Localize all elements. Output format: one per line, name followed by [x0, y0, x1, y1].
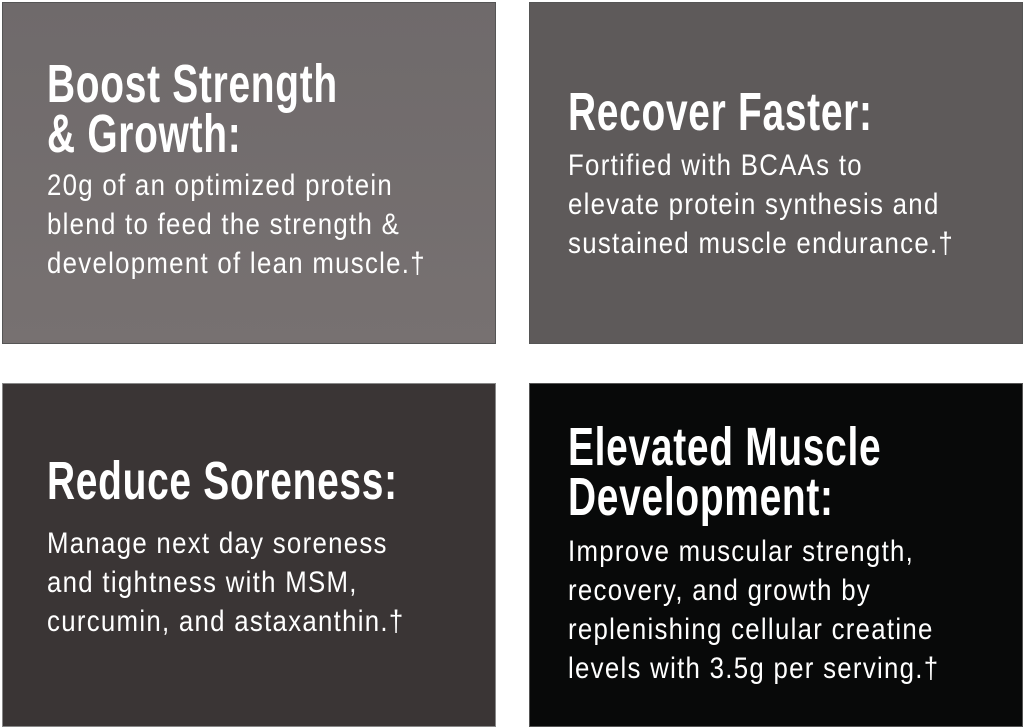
panel-reduce-soreness: Reduce Soreness: Manage next day sorenes…	[2, 383, 496, 727]
title-line: Reduce Soreness:	[47, 451, 398, 511]
panel-elevated-muscle-development: Elevated Muscle Development: Improve mus…	[529, 383, 1023, 727]
panel-title: Boost Strength & Growth:	[47, 54, 338, 164]
panel-title: Elevated Muscle Development:	[568, 417, 882, 527]
body-line: Fortified with BCAAs to	[568, 149, 863, 182]
panel-body: Improve muscular strength, recovery, and…	[568, 532, 939, 688]
panel-body: Fortified with BCAAs to elevate protein …	[568, 146, 954, 263]
body-line: development of lean muscle.†	[47, 247, 426, 280]
panel-boost-strength: Boost Strength & Growth: 20g of an optim…	[2, 2, 496, 344]
body-line: elevate protein synthesis and	[568, 188, 940, 221]
title-line: Boost Strength	[47, 54, 338, 114]
body-line: Manage next day soreness	[47, 527, 388, 560]
body-line: 20g of an optimized protein	[47, 169, 394, 202]
body-line: levels with 3.5g per serving.†	[568, 652, 940, 685]
title-line: & Growth:	[47, 104, 242, 164]
panel-body: Manage next day soreness and tightness w…	[47, 524, 405, 641]
title-line: Elevated Muscle	[568, 417, 882, 477]
body-line: blend to feed the strength &	[47, 208, 401, 241]
body-line: curcumin, and astaxanthin.†	[47, 605, 405, 638]
body-line: and tightness with MSM,	[47, 566, 358, 599]
title-line: Recover Faster:	[568, 82, 873, 142]
title-line: Development:	[568, 467, 834, 527]
body-line: recovery, and growth by	[568, 574, 872, 607]
panel-body: 20g of an optimized protein blend to fee…	[47, 166, 426, 283]
panel-title: Recover Faster:	[568, 82, 873, 142]
body-line: sustained muscle endurance.†	[568, 227, 955, 260]
panel-title: Reduce Soreness:	[47, 451, 398, 511]
body-line: replenishing cellular creatine	[568, 613, 934, 646]
body-line: Improve muscular strength,	[568, 535, 915, 568]
panel-recover-faster: Recover Faster: Fortified with BCAAs to …	[529, 2, 1023, 344]
